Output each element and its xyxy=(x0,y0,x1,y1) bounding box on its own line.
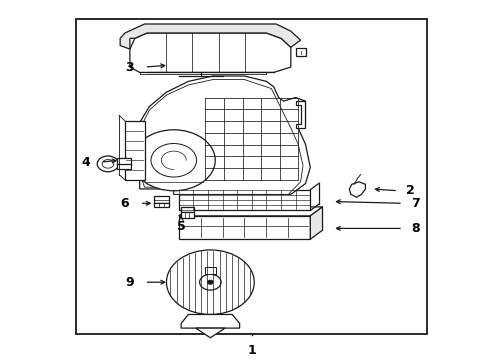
Circle shape xyxy=(199,274,221,290)
Text: 5: 5 xyxy=(176,220,185,233)
Text: 8: 8 xyxy=(410,222,419,235)
Text: 4: 4 xyxy=(81,156,90,168)
Polygon shape xyxy=(295,101,305,128)
Bar xyxy=(295,48,306,56)
Text: 6: 6 xyxy=(121,197,129,210)
Bar xyxy=(178,190,310,211)
Bar xyxy=(154,196,168,203)
Polygon shape xyxy=(120,24,300,49)
Circle shape xyxy=(151,144,196,177)
Polygon shape xyxy=(310,207,322,239)
Circle shape xyxy=(166,250,254,315)
Circle shape xyxy=(102,159,114,168)
Bar xyxy=(181,207,193,212)
Polygon shape xyxy=(181,315,239,328)
Bar xyxy=(178,216,310,239)
Polygon shape xyxy=(195,328,224,338)
Bar xyxy=(154,203,168,207)
Bar xyxy=(76,19,427,334)
Circle shape xyxy=(207,280,213,284)
Polygon shape xyxy=(137,80,303,194)
Polygon shape xyxy=(348,182,365,197)
Bar xyxy=(125,121,144,180)
Bar xyxy=(204,267,216,274)
Bar xyxy=(181,212,193,218)
Circle shape xyxy=(97,156,119,172)
Text: 1: 1 xyxy=(247,344,256,357)
Circle shape xyxy=(132,130,215,191)
Bar xyxy=(117,158,131,169)
Text: 7: 7 xyxy=(410,197,419,210)
Text: 9: 9 xyxy=(125,276,134,289)
Polygon shape xyxy=(130,33,290,72)
Text: 2: 2 xyxy=(405,184,414,197)
Text: 3: 3 xyxy=(125,60,134,73)
Polygon shape xyxy=(178,207,322,216)
Polygon shape xyxy=(135,76,310,194)
